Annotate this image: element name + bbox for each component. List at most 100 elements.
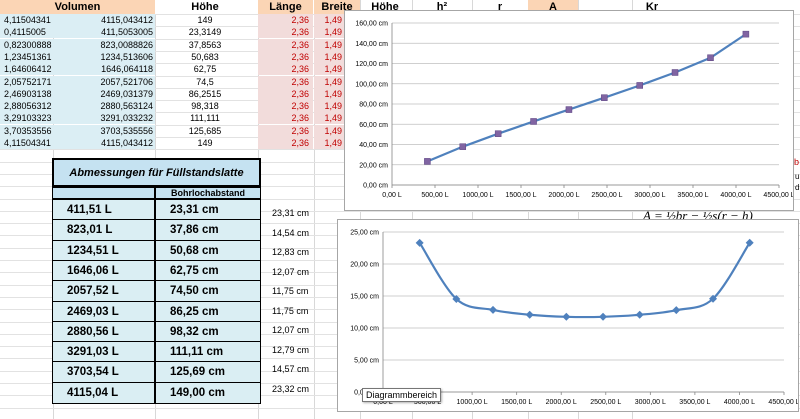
cell-c3[interactable]: 2,36 (258, 137, 313, 149)
cell-c1[interactable]: 823,0088826 (53, 39, 155, 51)
dim-height-cell[interactable]: 74,50 cm (155, 280, 261, 302)
volume-height-chart[interactable]: 0,00 cm 20,00 cm 40,00 cm 60,00 cm 80,00 cm 1… (344, 10, 794, 211)
cell-c0[interactable]: 1,23451361 (0, 51, 53, 63)
cell-c2[interactable]: 98,318 (191, 101, 219, 111)
cell-c4[interactable]: 1,49 (314, 14, 344, 26)
dim-height-cell[interactable]: 23,31 cm (155, 199, 261, 221)
cell-c0[interactable]: 2,05752171 (0, 76, 53, 88)
dim-height-cell[interactable]: 37,86 cm (155, 219, 261, 241)
diff-cell[interactable]: 23,31 cm (272, 208, 310, 218)
cell-c1[interactable]: 1646,064118 (53, 63, 155, 75)
cell-c4[interactable]: 1,49 (314, 39, 344, 51)
dim-volume-cell[interactable]: 1234,51 L (52, 240, 155, 262)
diff-cell[interactable]: 23,32 cm (272, 384, 310, 394)
cell-c1[interactable]: 2880,563124 (53, 100, 155, 112)
cell-c2[interactable]: 149 (197, 15, 213, 25)
cell-c1[interactable]: 1234,513606 (53, 51, 155, 63)
x-tick-label: 1500,00 L (505, 192, 536, 199)
x-tick-label: 2000,00 L (546, 399, 577, 406)
dim-volume-cell[interactable]: 2469,03 L (52, 301, 155, 323)
data-point (489, 305, 498, 314)
cell-c0[interactable]: 0,4115005 (0, 26, 53, 38)
cell-c3[interactable]: 2,36 (258, 100, 313, 112)
cell-c0[interactable]: 2,46903138 (0, 88, 53, 100)
cell-c0[interactable]: 1,64606412 (0, 63, 53, 75)
cell-c4[interactable]: 1,49 (314, 88, 344, 100)
header-h2: h² (436, 1, 448, 13)
cell-c1[interactable]: 2057,521706 (53, 76, 155, 88)
cell-c0[interactable]: 0,82300888 (0, 39, 53, 51)
cell-c1[interactable]: 3291,033232 (53, 112, 155, 124)
data-point (415, 238, 424, 247)
cell-c3[interactable]: 2,36 (258, 76, 313, 88)
cell-c3[interactable]: 2,36 (258, 39, 313, 51)
cell-c0[interactable]: 3,70353556 (0, 125, 53, 137)
cell-c0[interactable]: 3,29103323 (0, 112, 53, 124)
dim-volume-cell[interactable]: 3703,54 L (52, 361, 155, 383)
cell-c3[interactable]: 2,36 (258, 125, 313, 137)
diff-cell[interactable]: 12,07 cm (272, 325, 310, 335)
dim-height-cell[interactable]: 62,75 cm (155, 260, 261, 282)
diff-cell[interactable]: 12,07 cm (272, 267, 310, 277)
cell-c2[interactable]: 125,685 (188, 126, 222, 136)
diff-cell[interactable]: 11,75 cm (272, 306, 309, 316)
cell-c3[interactable]: 2,36 (258, 26, 313, 38)
dim-height-cell[interactable]: 50,68 cm (155, 240, 261, 262)
dim-height-cell[interactable]: 149,00 cm (155, 382, 261, 404)
cell-c2[interactable]: 86,2515 (188, 89, 222, 99)
cell-c3[interactable]: 2,36 (258, 51, 313, 63)
cell-c3[interactable]: 2,36 (258, 88, 313, 100)
dim-volume-cell[interactable]: 2880,56 L (52, 321, 155, 343)
side-mark-3: d (795, 183, 800, 192)
cell-c1[interactable]: 2469,031379 (53, 88, 155, 100)
cell-c4[interactable]: 1,49 (314, 26, 344, 38)
y-tick-label: 60,00 cm (359, 122, 388, 129)
dim-volume-cell[interactable]: 3291,03 L (52, 341, 155, 363)
diff-cell[interactable]: 14,57 cm (272, 364, 310, 374)
data-point (742, 30, 750, 38)
cell-c4[interactable]: 1,49 (314, 63, 344, 75)
cell-c2[interactable]: 62,75 (193, 64, 217, 74)
cell-c2[interactable]: 149 (197, 138, 213, 148)
cell-c1[interactable]: 3703,535556 (53, 125, 155, 137)
cell-c3[interactable]: 2,36 (258, 112, 313, 124)
cell-c3[interactable]: 2,36 (258, 63, 313, 75)
dim-height-cell[interactable]: 111,11 cm (155, 341, 261, 363)
cell-c4[interactable]: 1,49 (314, 100, 344, 112)
cell-c4[interactable]: 1,49 (314, 137, 344, 149)
dim-height-cell[interactable]: 125,69 cm (155, 361, 261, 383)
diff-cell[interactable]: 14,54 cm (272, 228, 310, 238)
cell-c1[interactable]: 4115,043412 (53, 14, 155, 26)
cell-c2[interactable]: 74,5 (196, 77, 214, 87)
dim-height-cell[interactable]: 86,25 cm (155, 301, 261, 323)
cell-c2[interactable]: 50,683 (191, 52, 219, 62)
x-tick-label: 4500,00 L (763, 192, 793, 199)
y-tick-label: 120,00 cm (355, 61, 388, 68)
dim-volume-cell[interactable]: 823,01 L (52, 219, 155, 241)
cell-c2[interactable]: 23,3149 (188, 27, 222, 37)
dim-volume-cell[interactable]: 2057,52 L (52, 280, 155, 302)
cell-c0[interactable]: 2,88056312 (0, 100, 53, 112)
cell-c0[interactable]: 4,11504341 (0, 137, 53, 149)
dim-height-cell[interactable]: 98,32 cm (155, 321, 261, 343)
data-point (494, 130, 502, 137)
cell-c4[interactable]: 1,49 (314, 125, 344, 137)
diff-cell[interactable]: 12,79 cm (272, 345, 310, 355)
cell-c3[interactable]: 2,36 (258, 14, 313, 26)
cell-c1[interactable]: 411,5053005 (53, 26, 155, 38)
diff-cell[interactable]: 11,75 cm (272, 286, 309, 296)
cell-c2[interactable]: 111,111 (190, 113, 220, 123)
cell-c4[interactable]: 1,49 (314, 51, 344, 63)
cell-c2[interactable]: 37,8563 (188, 40, 222, 50)
diff-cell[interactable]: 12,83 cm (272, 247, 310, 257)
cell-c4[interactable]: 1,49 (314, 112, 344, 124)
cell-c0[interactable]: 4,11504341 (0, 14, 53, 26)
dim-volume-cell[interactable]: 1646,06 L (52, 260, 155, 282)
cell-c4[interactable]: 1,49 (314, 76, 344, 88)
cell-c1[interactable]: 4115,043412 (53, 137, 155, 149)
dim-volume-cell[interactable]: 4115,04 L (52, 382, 155, 404)
series-line (426, 33, 747, 163)
dim-volume-cell[interactable]: 411,51 L (52, 199, 155, 221)
